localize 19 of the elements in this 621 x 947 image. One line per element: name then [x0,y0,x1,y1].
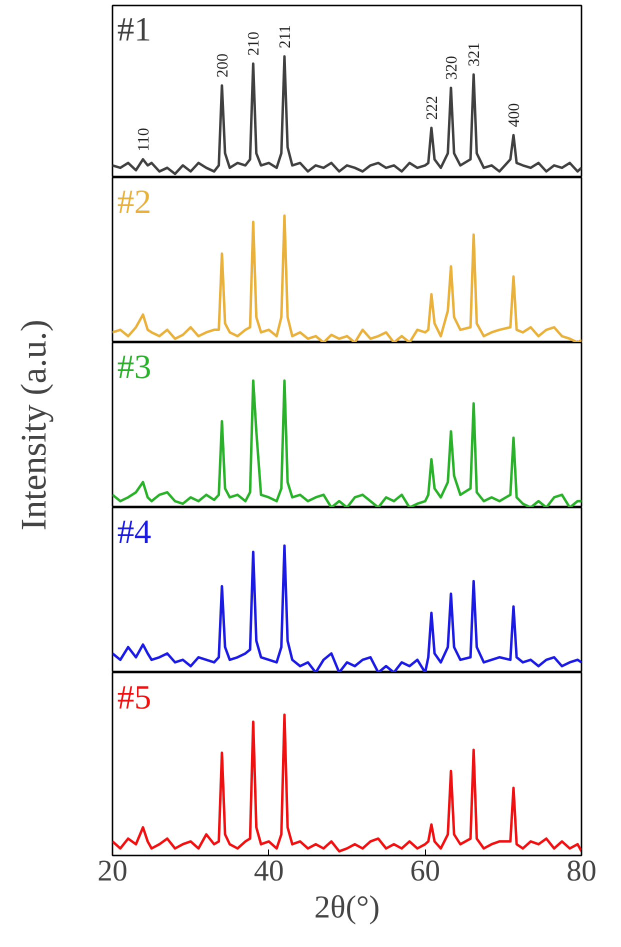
x-tick-label: 60 [410,854,440,888]
text: #4 [117,514,152,551]
annotation: 321 [466,42,484,67]
annotation: 211 [276,24,294,48]
annotation: 320 [443,56,460,80]
text: #5 [117,680,152,717]
annotation: 110 [135,128,152,152]
x-axis-title: 2θ(°) [314,888,380,924]
text: #2 [117,184,152,221]
annotation: 400 [506,103,523,128]
text: #3 [117,348,152,386]
annotation: 210 [246,32,263,56]
annotation: 222 [424,96,441,120]
text: #1 [117,12,152,49]
x-tick-label: 20 [98,854,128,888]
x-tick-label: 80 [566,854,596,888]
y-axis-title: Intensity (a.u.) [14,320,54,530]
x-tick-label: 40 [254,854,284,888]
annotation: 200 [214,53,232,78]
